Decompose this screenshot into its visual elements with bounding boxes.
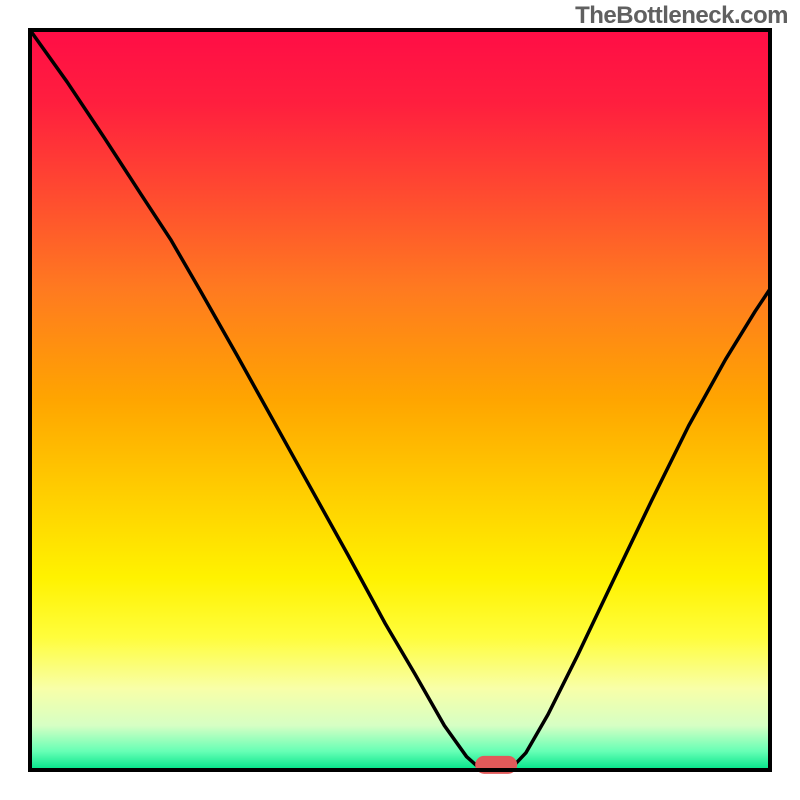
watermark-text: TheBottleneck.com (575, 2, 788, 30)
plot-background (30, 30, 770, 770)
bottleneck-chart (0, 0, 800, 800)
